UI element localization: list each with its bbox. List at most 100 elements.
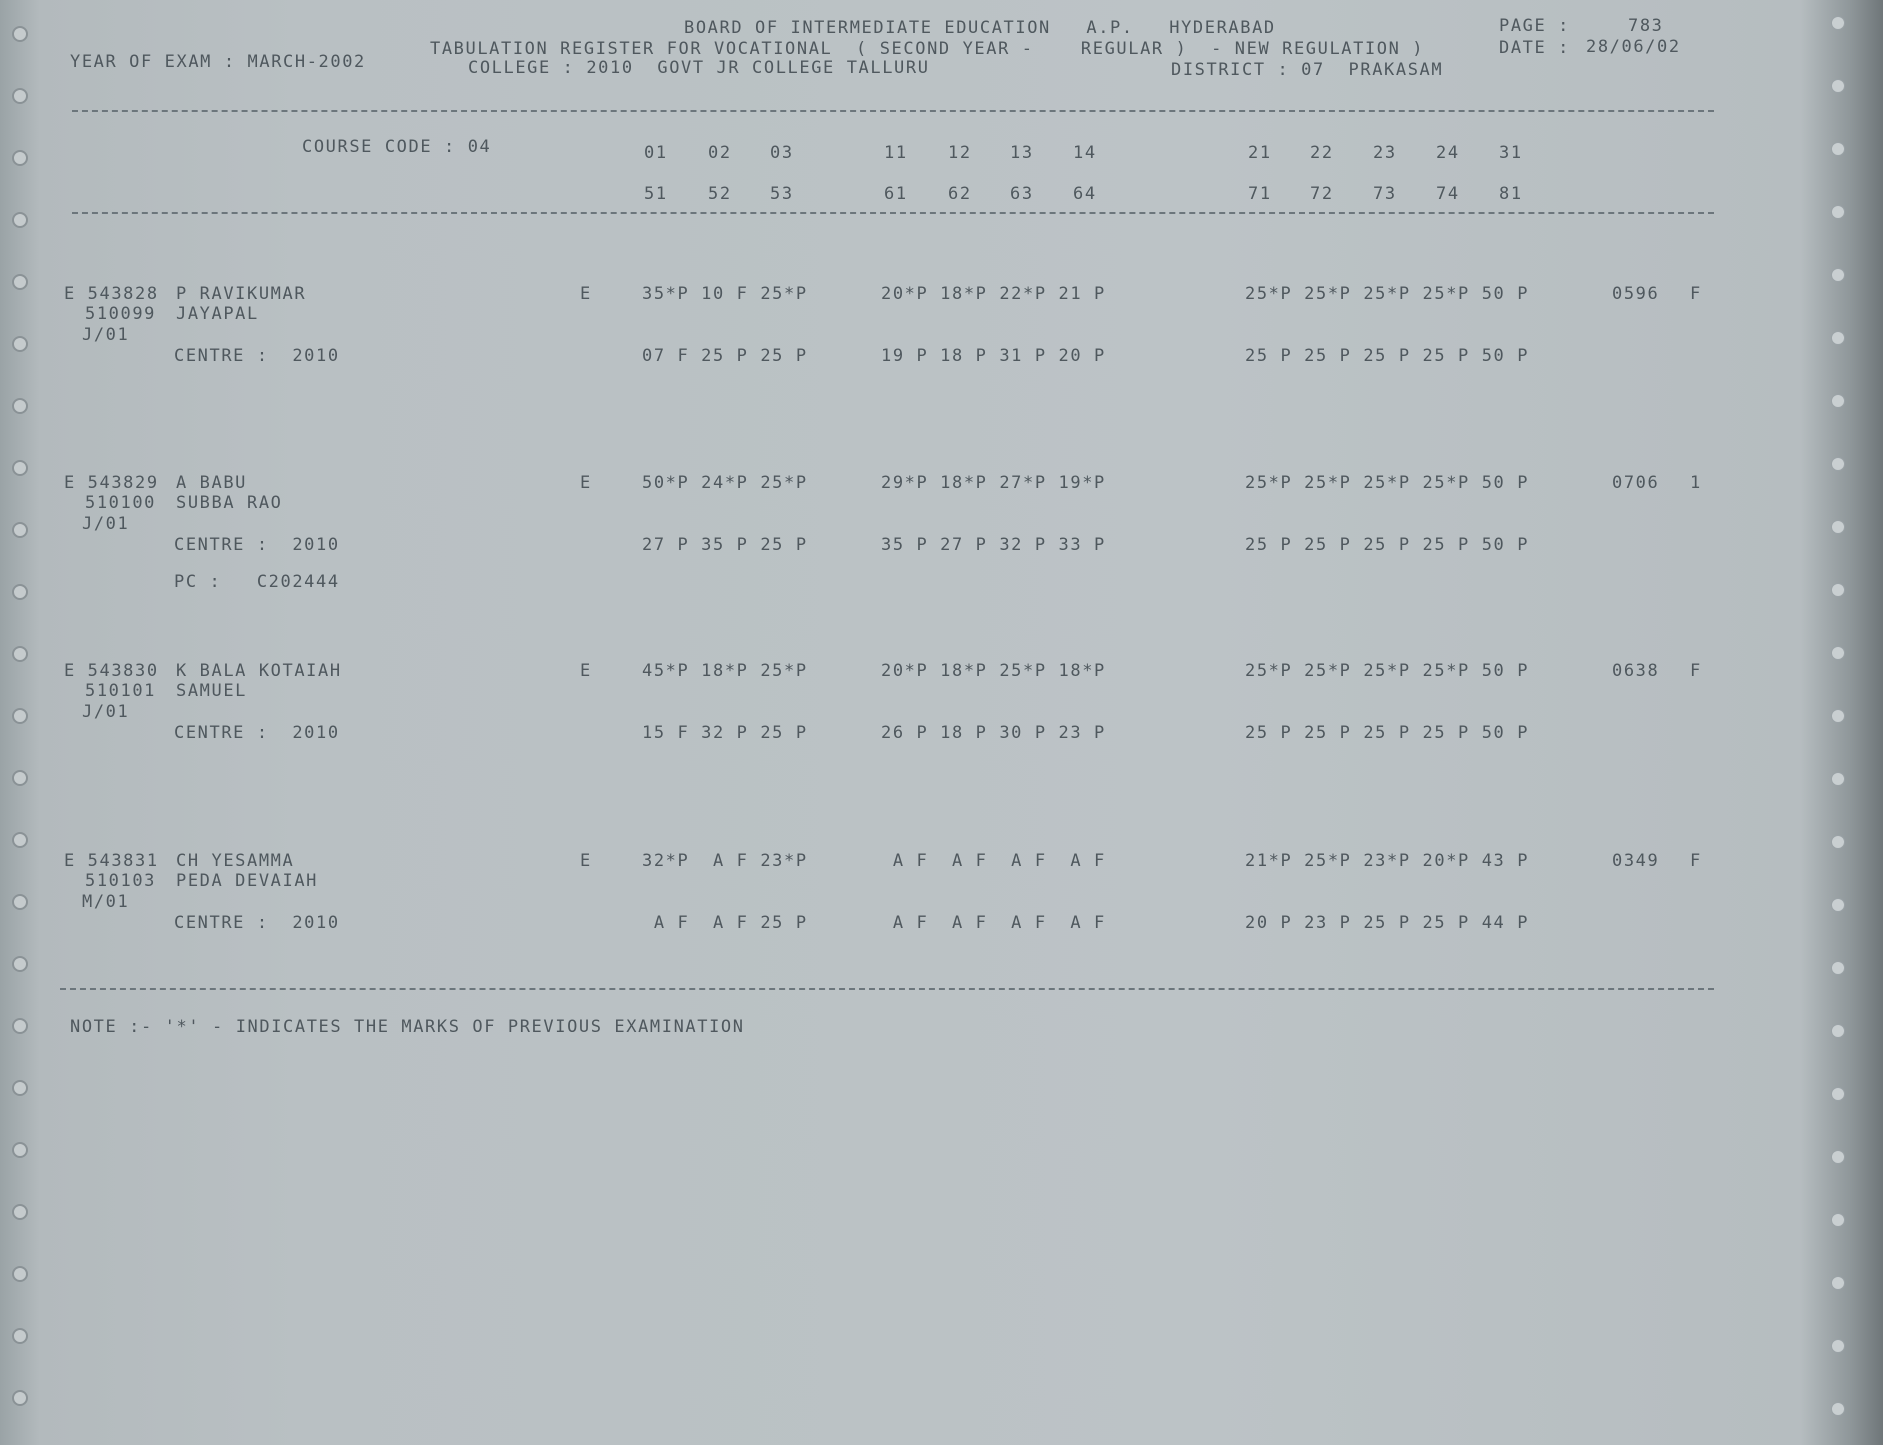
tractor-hole [1831,331,1845,345]
subject-code: 72 [1310,184,1334,204]
subject-code: 22 [1310,143,1334,163]
binding-hole [12,956,28,972]
result: F [1690,851,1702,871]
student-name: A BABU [176,473,248,493]
binding-hole [12,460,28,476]
marks-row1: 20*P 18*P 25*P 18*P [881,661,1106,681]
binding-hole [12,336,28,352]
binding-hole [12,584,28,600]
total-marks: 0706 [1612,473,1660,493]
subject-code: 62 [948,184,972,204]
tractor-hole [1831,1339,1845,1353]
footnote: NOTE :- '*' - INDICATES THE MARKS OF PRE… [70,1017,745,1037]
binding-hole [12,1080,28,1096]
father-name: PEDA DEVAIAH [176,871,319,891]
tractor-hole [1831,205,1845,219]
subject-code: 12 [948,143,972,163]
subject-code: 71 [1248,184,1272,204]
page-number: 783 [1628,16,1664,36]
subject-code: 24 [1436,143,1460,163]
marks-row1: 35*P 10 F 25*P [642,284,808,304]
marks-row1: 50*P 24*P 25*P [642,473,808,493]
marks-row1: 32*P A F 23*P [642,851,808,871]
subject-code: 73 [1373,184,1397,204]
student-name: P RAVIKUMAR [176,284,307,304]
subject-code: 21 [1248,143,1272,163]
binding-hole [12,1266,28,1282]
tractor-hole [1831,646,1845,660]
tractor-hole [1831,709,1845,723]
marks-row2: 25 P 25 P 25 P 25 P 50 P [1245,346,1530,366]
roll-number: E 543830 [64,661,159,681]
subject-code: 01 [644,143,668,163]
tractor-hole [1831,1024,1845,1038]
binding-hole [12,708,28,724]
marks-row1: 21*P 25*P 23*P 20*P 43 P [1245,851,1530,871]
total-marks: 0349 [1612,851,1660,871]
marks-row1: 25*P 25*P 25*P 25*P 50 P [1245,473,1530,493]
student-code: 510100 [85,493,157,513]
marks-row2: 15 F 32 P 25 P [642,723,808,743]
tractor-hole [1831,79,1845,93]
father-name: JAYAPAL [176,304,259,324]
marks-row1: 25*P 25*P 25*P 25*P 50 P [1245,661,1530,681]
course-code: COURSE CODE : 04 [302,137,492,157]
binding-hole [12,770,28,786]
group-code: J/01 [82,514,130,534]
roll-number: E 543828 [64,284,159,304]
tractor-hole [1831,1150,1845,1164]
roll-number: E 543829 [64,473,159,493]
tractor-hole [1831,457,1845,471]
student-name: K BALA KOTAIAH [176,661,342,681]
subject-code: 03 [770,143,794,163]
marks-row1: A F A F A F A F [881,851,1106,871]
total-marks: 0638 [1612,661,1660,681]
father-name: SUBBA RAO [176,493,283,513]
register-title: TABULATION REGISTER FOR VOCATIONAL ( SEC… [430,39,1425,59]
result: F [1690,661,1702,681]
tractor-hole [1831,394,1845,408]
binding-hole [12,398,28,414]
subject-code: 81 [1499,184,1523,204]
binding-hole [12,894,28,910]
centre: CENTRE : 2010 [174,346,340,366]
father-name: SAMUEL [176,681,248,701]
binding-hole [12,212,28,228]
tractor-hole [1831,1276,1845,1290]
student-name: CH YESAMMA [176,851,295,871]
marks-row2: 35 P 27 P 32 P 33 P [881,535,1106,555]
binding-hole [12,1018,28,1034]
divider [60,988,1714,990]
subject-code: 02 [708,143,732,163]
binding-hole [12,1204,28,1220]
tractor-hole [1831,835,1845,849]
date-label: DATE : [1499,38,1571,58]
college: COLLEGE : 2010 GOVT JR COLLEGE TALLURU [468,58,930,78]
marks-row1: 20*P 18*P 22*P 21 P [881,284,1106,304]
stream: E [580,284,592,304]
tractor-hole [1831,961,1845,975]
tractor-hole [1831,1213,1845,1227]
marks-row2: 27 P 35 P 25 P [642,535,808,555]
subject-code: 64 [1073,184,1097,204]
divider [72,110,1714,112]
tractor-hole [1831,583,1845,597]
binding-hole [12,1390,28,1406]
subject-code: 51 [644,184,668,204]
subject-code: 23 [1373,143,1397,163]
pc-number: PC : C202444 [174,572,340,592]
binding-hole [12,274,28,290]
marks-row1: 45*P 18*P 25*P [642,661,808,681]
result: 1 [1690,473,1702,493]
centre: CENTRE : 2010 [174,535,340,555]
binding-hole [12,26,28,42]
binding-hole [12,150,28,166]
tractor-hole [1831,16,1845,30]
result: F [1690,284,1702,304]
subject-code: 11 [884,143,908,163]
year-of-exam: YEAR OF EXAM : MARCH-2002 [70,52,366,72]
binding-hole [12,522,28,538]
marks-row1: 25*P 25*P 25*P 25*P 50 P [1245,284,1530,304]
subject-code: 63 [1010,184,1034,204]
marks-row2: 07 F 25 P 25 P [642,346,808,366]
